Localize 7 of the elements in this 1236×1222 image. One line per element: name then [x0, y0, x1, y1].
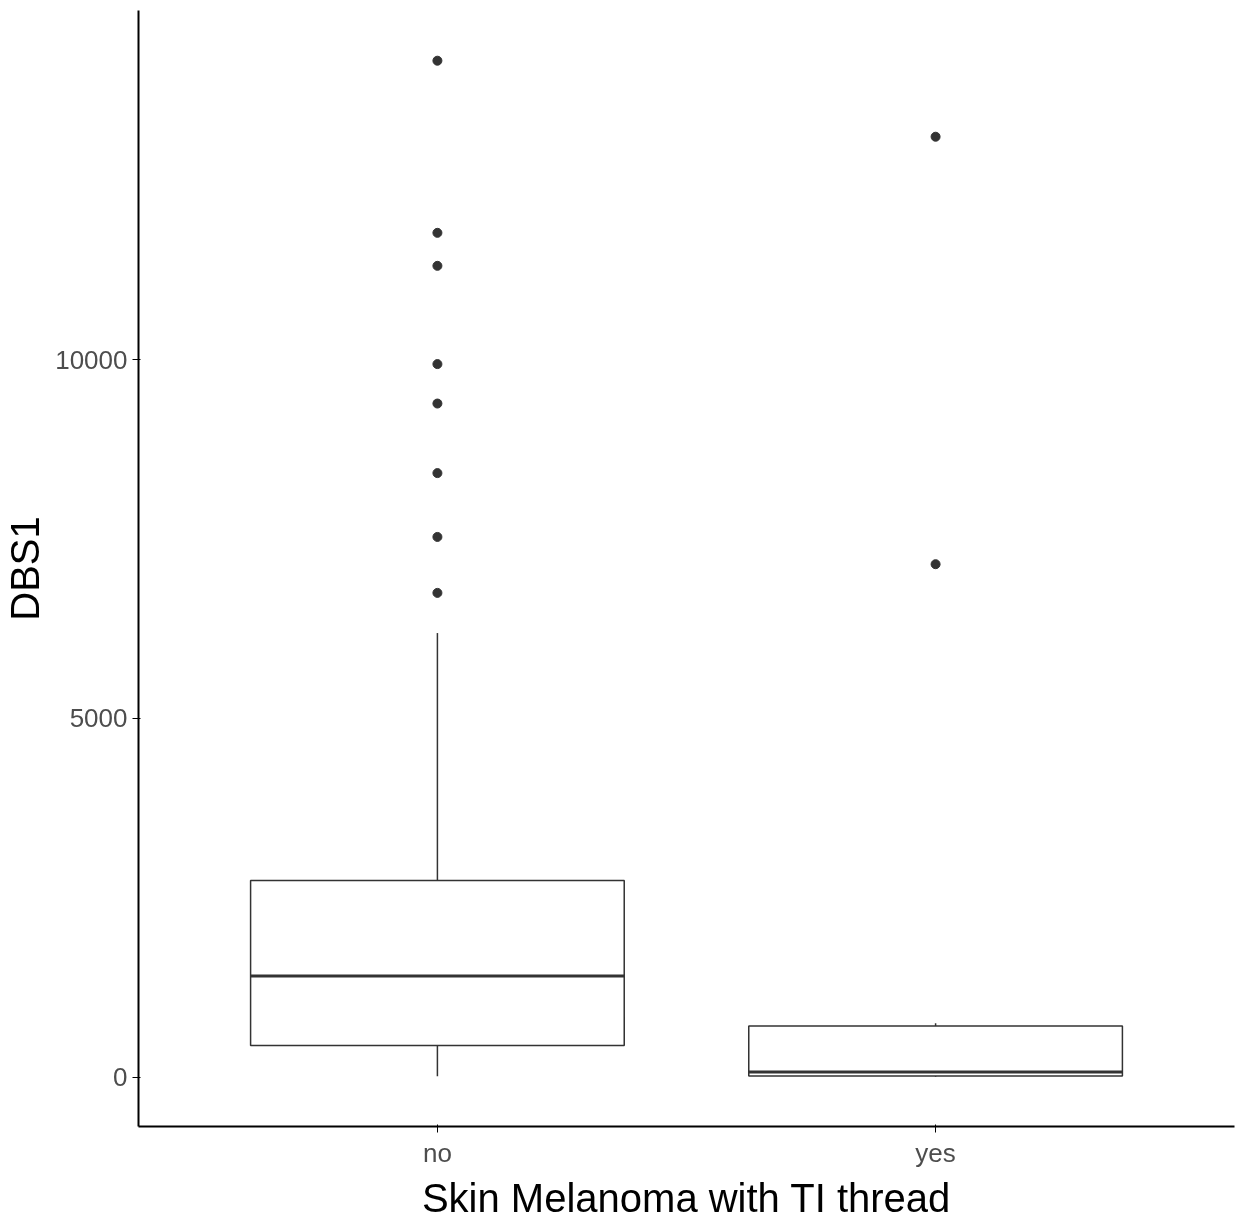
y-tick-label: 5000 — [69, 703, 128, 734]
x-tick-label: yes — [915, 1137, 956, 1168]
y-tick-label: 0 — [113, 1062, 128, 1093]
x-axis-title: Skin Melanoma with TI thread — [421, 1175, 951, 1220]
y-tick-label: 10000 — [55, 344, 128, 375]
x-tick-label: no — [422, 1137, 452, 1168]
y-axis-title: DBS1 — [3, 516, 48, 621]
